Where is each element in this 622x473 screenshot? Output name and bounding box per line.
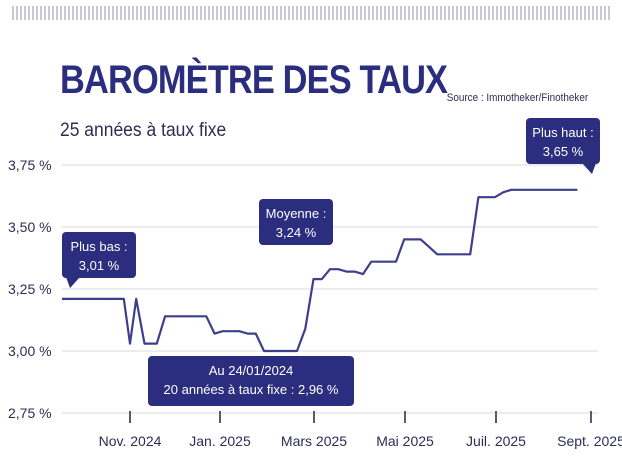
x-tick-label: Nov. 2024 [99, 433, 162, 449]
y-tick-label: 3,00 % [8, 343, 52, 359]
callout-pointer [66, 277, 80, 288]
y-tick-label: 3,25 % [8, 281, 52, 297]
callout-value: 3,65 % [543, 144, 584, 159]
callout-box [259, 199, 333, 245]
x-tick-label: Juil. 2025 [466, 433, 526, 449]
x-tick-label: Mars 2025 [281, 433, 347, 449]
callout-box [526, 118, 600, 164]
callout-label: Plus haut : [532, 125, 593, 140]
callout-pointer [582, 163, 596, 174]
y-tick-label: 3,50 % [8, 219, 52, 235]
series-line [62, 188, 578, 353]
x-tick-label: Sept. 2025 [557, 433, 622, 449]
callout-value: 20 années à taux fixe : 2,96 % [164, 382, 339, 397]
y-tick-label: 2,75 % [8, 405, 52, 421]
chart-subtitle: 25 années à taux fixe [60, 120, 227, 141]
callout-value: 3,01 % [79, 258, 120, 273]
y-tick-label: 3,75 % [8, 157, 52, 173]
callout-box [148, 356, 354, 406]
callout-value: 3,24 % [276, 225, 317, 240]
callout-label: Moyenne : [266, 206, 327, 221]
callout-label: Au 24/01/2024 [209, 363, 294, 378]
x-tick-label: Mai 2025 [376, 433, 434, 449]
header-stripe [12, 6, 610, 20]
x-tick-label: Jan. 2025 [189, 433, 251, 449]
chart-title: BAROMÈTRE DES TAUX [60, 58, 448, 102]
source-note: Source : Immotheker/Finotheker [446, 92, 588, 104]
callout-label: Plus bas : [70, 239, 127, 254]
callout-box [62, 232, 136, 278]
